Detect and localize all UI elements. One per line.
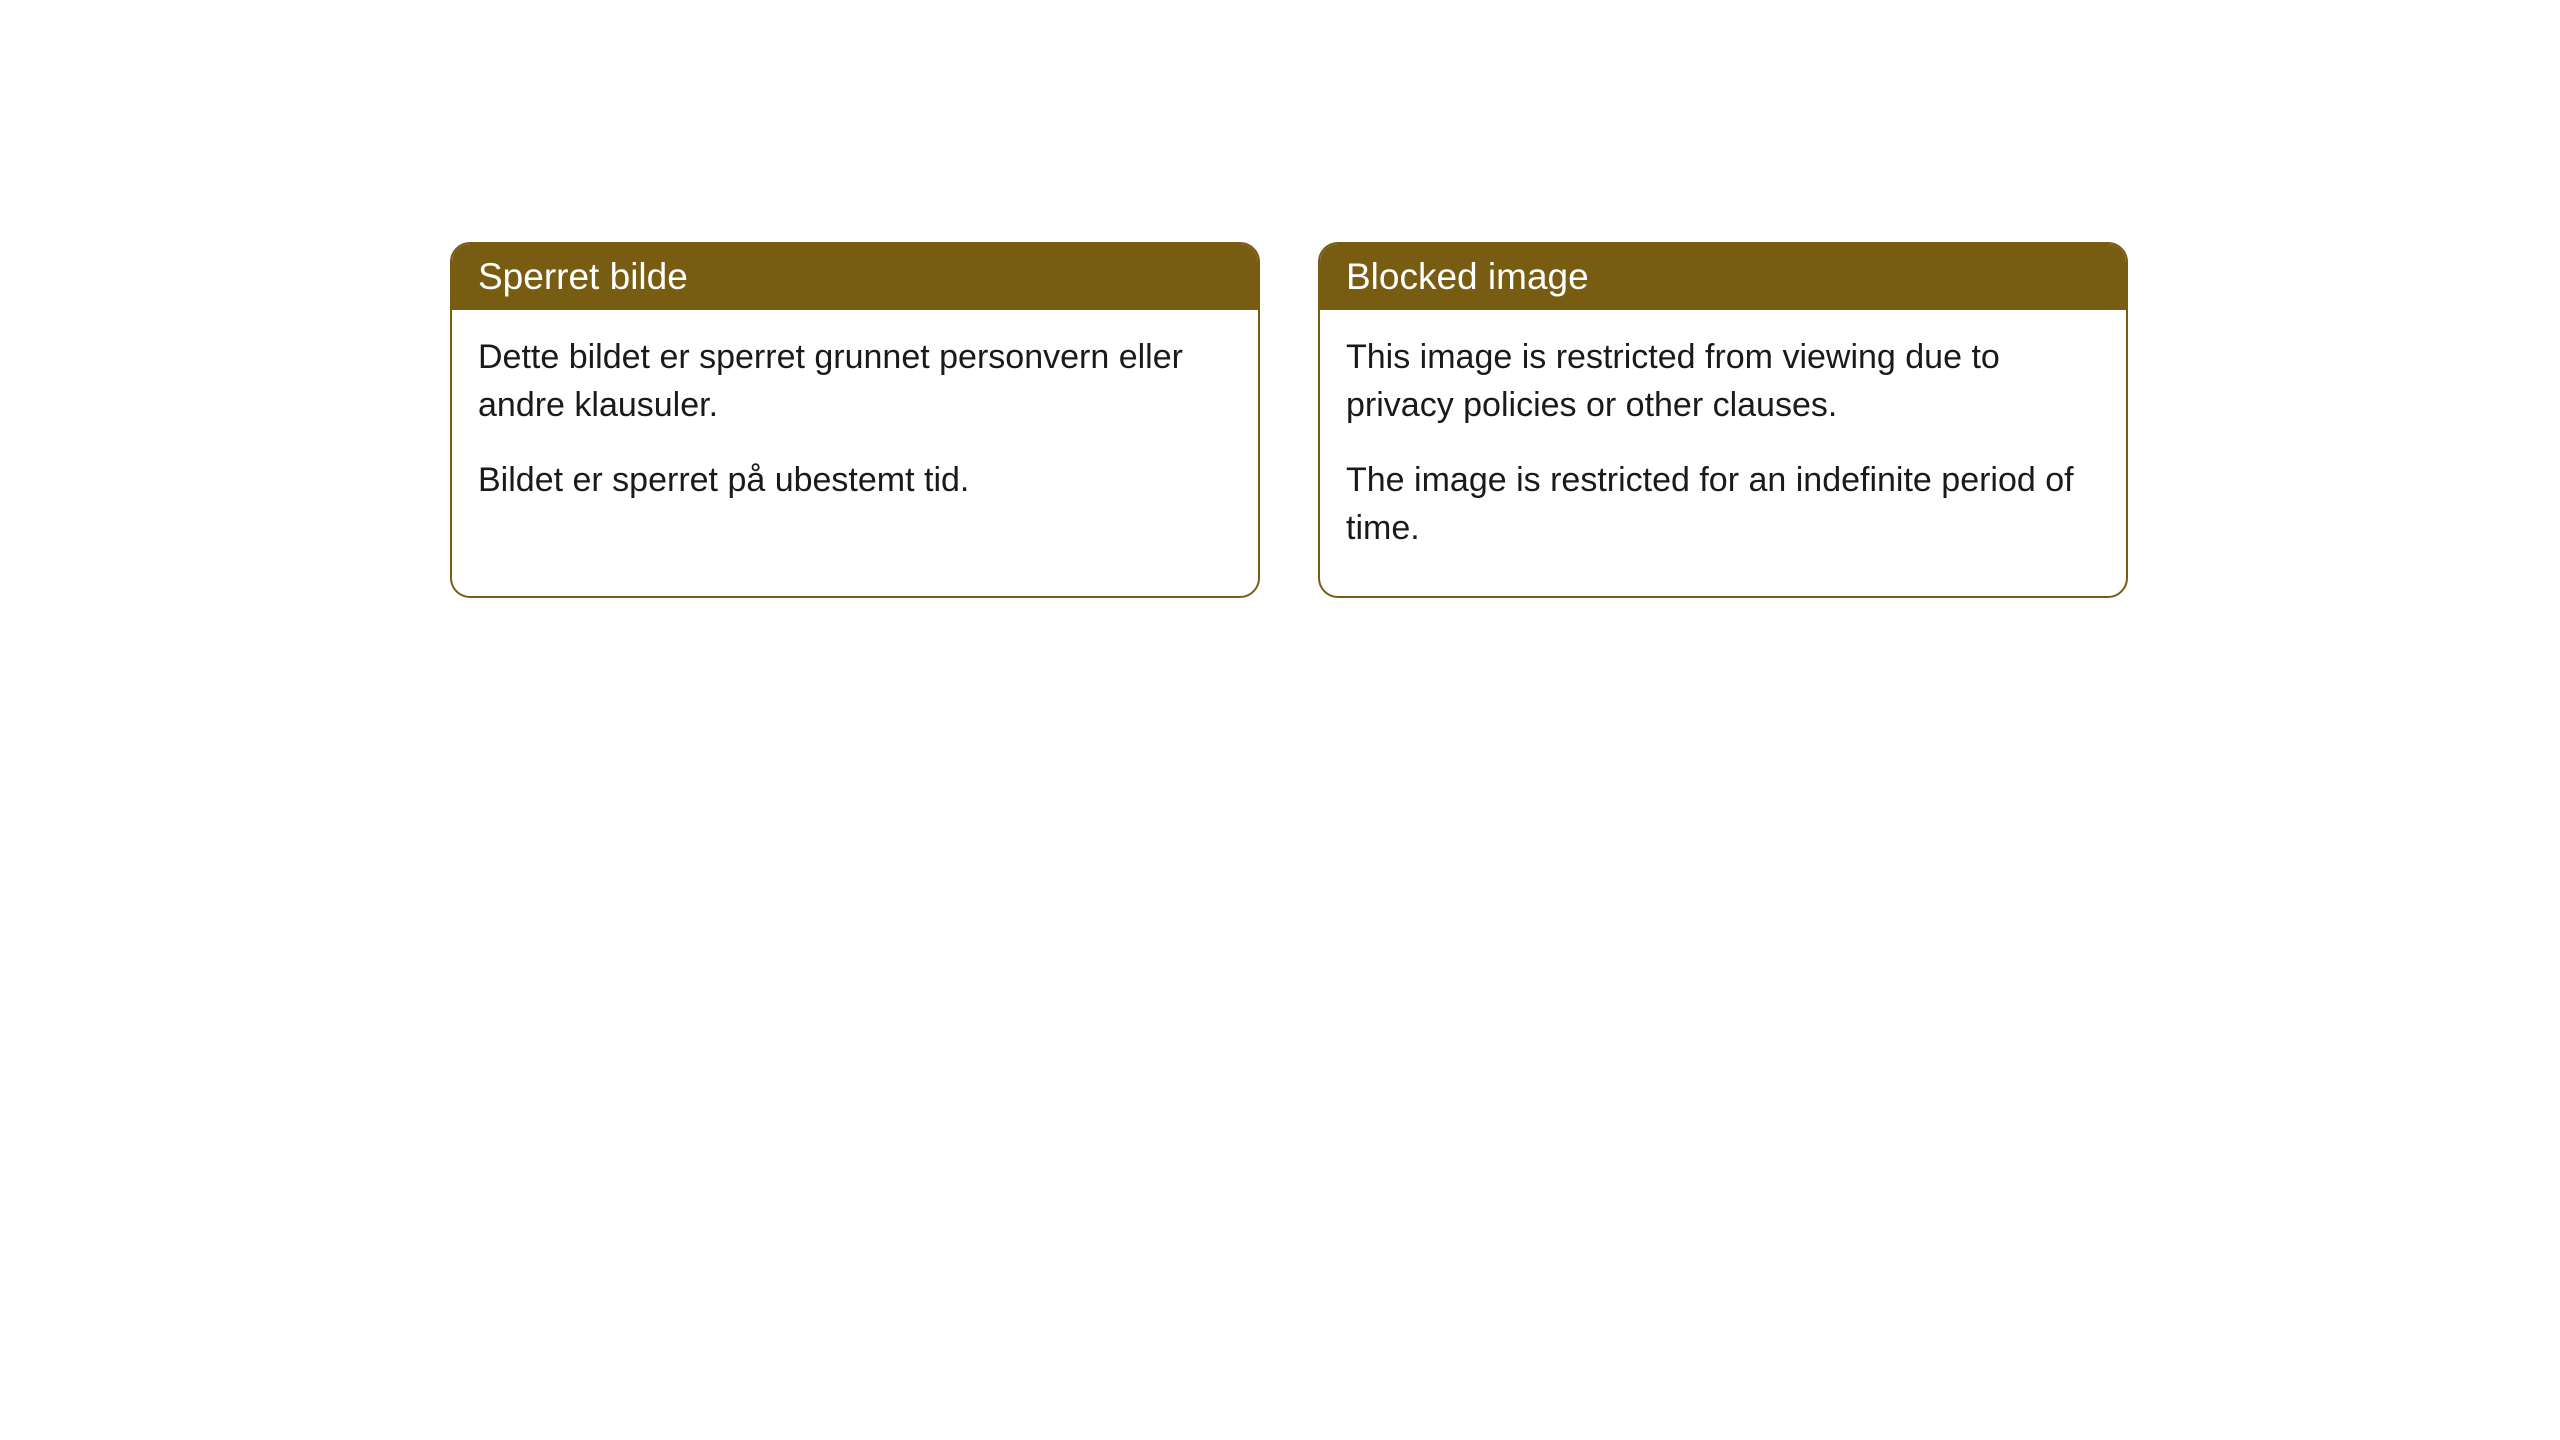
card-paragraph: This image is restricted from viewing du… <box>1346 334 2100 429</box>
card-body-no: Dette bildet er sperret grunnet personve… <box>452 310 1258 549</box>
card-paragraph: Dette bildet er sperret grunnet personve… <box>478 334 1232 429</box>
blocked-image-card-no: Sperret bilde Dette bildet er sperret gr… <box>450 242 1260 598</box>
blocked-image-card-en: Blocked image This image is restricted f… <box>1318 242 2128 598</box>
card-body-en: This image is restricted from viewing du… <box>1320 310 2126 596</box>
card-paragraph: The image is restricted for an indefinit… <box>1346 457 2100 552</box>
card-header-no: Sperret bilde <box>452 244 1258 310</box>
card-header-en: Blocked image <box>1320 244 2126 310</box>
cards-container: Sperret bilde Dette bildet er sperret gr… <box>450 242 2128 598</box>
card-paragraph: Bildet er sperret på ubestemt tid. <box>478 457 1232 505</box>
